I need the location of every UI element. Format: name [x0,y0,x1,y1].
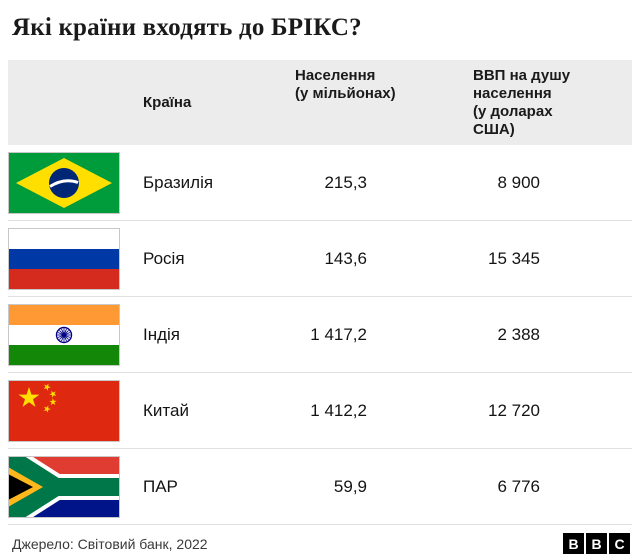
population-value: 59,9 [333,476,367,496]
table-row: Китай 1 412,2 12 720 [8,373,632,449]
gdp-value: 6 776 [497,476,540,496]
russia-flag-icon [8,227,120,290]
country-name: Росія [143,248,185,268]
table-row: ПАР 59,9 6 776 [8,449,632,525]
country-name: Бразилія [143,172,214,192]
gdp-value: 15 345 [488,248,540,268]
bbc-logo-block: B [586,533,607,554]
south-africa-flag-icon [8,455,120,518]
source-credit: Джерело: Світовий банк, 2022 [12,535,208,552]
country-name: ПАР [143,476,178,496]
country-name: Китай [143,400,189,420]
table-header-row: Країна Населення (у мільйонах) ВВП на ду… [8,60,632,145]
gdp-value: 12 720 [488,400,540,420]
header-gdp: ВВП на душу населення (у доларах США) [473,67,571,138]
table-row: Бразилія 215,3 8 900 [8,145,632,221]
population-value: 143,6 [324,248,367,268]
country-name: Індія [143,324,181,344]
bbc-logo: B B C [563,533,630,554]
bbc-logo-block: B [563,533,584,554]
gdp-value: 2 388 [497,324,540,344]
china-flag-icon [8,379,120,442]
table-row: Росія 143,6 15 345 [8,221,632,297]
page-title: Які країни входять до БРІКС? [12,14,362,41]
brazil-flag-icon [8,151,120,214]
population-value: 215,3 [324,172,367,192]
table-row: Індія 1 417,2 2 388 [8,297,632,373]
footer: Джерело: Світовий банк, 2022 B B C [8,525,632,554]
bbc-logo-block: C [609,533,630,554]
india-flag-icon [8,303,120,366]
gdp-value: 8 900 [497,172,540,192]
header-country: Країна [143,94,192,111]
population-value: 1 412,2 [310,400,367,420]
header-population: Населення (у мільйонах) [295,67,396,102]
population-value: 1 417,2 [310,324,367,344]
